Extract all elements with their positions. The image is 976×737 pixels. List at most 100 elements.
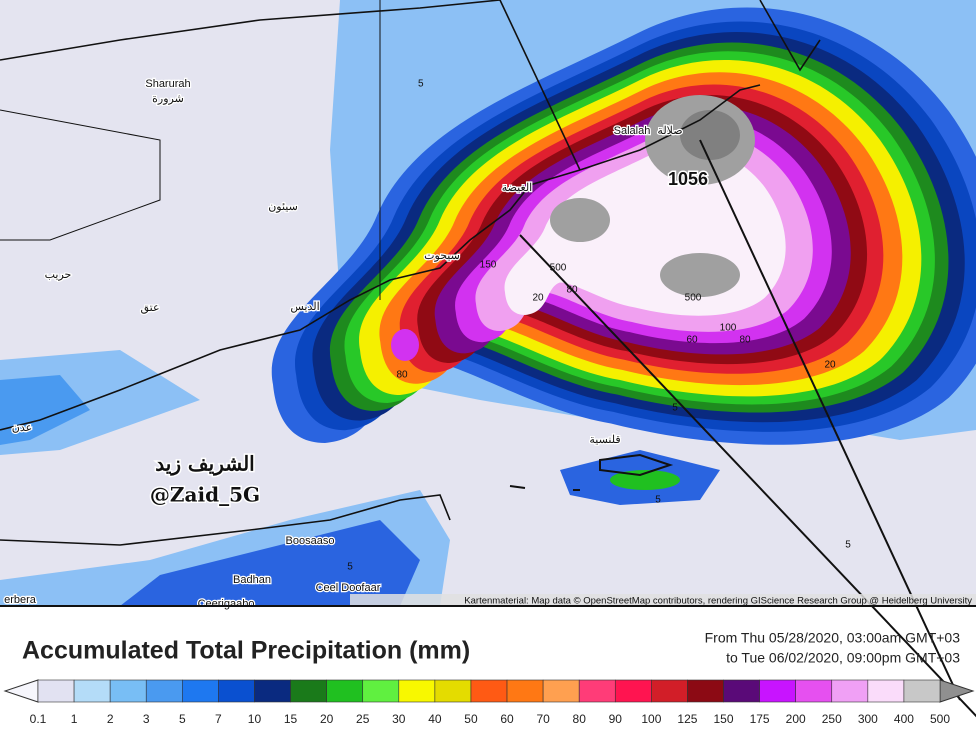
- legend-title: Accumulated Total Precipitation (mm): [22, 637, 470, 665]
- max-value: 1056: [668, 169, 708, 189]
- colorbar-label: 125: [677, 712, 697, 726]
- rain-medium: [0, 375, 90, 445]
- colorbar-box: [398, 679, 436, 703]
- colorbar-box: [687, 679, 724, 703]
- contour-label: 150: [480, 260, 497, 271]
- colorbar-label: 250: [822, 712, 842, 726]
- colorbar-label: 3: [143, 712, 150, 726]
- contour-label: 5: [418, 79, 424, 90]
- colorbar-box: [434, 679, 472, 703]
- colorbar-label: 500: [930, 712, 950, 726]
- colorbar-arrow: [3, 679, 39, 703]
- colorbar-box: [145, 679, 183, 703]
- place-label: Badhan: [233, 574, 271, 586]
- colorbar-box: [795, 679, 833, 703]
- colorbar-label: 150: [714, 712, 734, 726]
- contour-label: 500: [550, 263, 567, 274]
- colorbar-label: 70: [536, 712, 550, 726]
- colorbar-box: [723, 679, 760, 703]
- rain-medium: [120, 520, 420, 606]
- contour-label: 60: [686, 335, 698, 346]
- attribution: Kartenmaterial: Map data © OpenStreetMap…: [464, 596, 972, 607]
- colorbar-box: [37, 679, 75, 703]
- place-label: شرورة: [152, 93, 184, 105]
- place-label: الغيضة: [502, 182, 532, 194]
- place-label: عتق: [140, 302, 159, 314]
- coastline: [579, 84, 761, 171]
- colorbar-label: 30: [392, 712, 406, 726]
- place-label: صلالة: [657, 125, 682, 137]
- place-label: Boosaaso: [286, 535, 335, 547]
- colorbar-box: [614, 679, 652, 703]
- coastline: [0, 169, 581, 431]
- colorbar-box: [182, 679, 219, 703]
- contour-label: 500: [685, 293, 702, 304]
- colorbar-label: 7: [215, 712, 222, 726]
- colorbar-label: 15: [284, 712, 298, 726]
- watermark: الشريف زيد: [155, 452, 254, 477]
- colorbar-label: 80: [573, 712, 587, 726]
- border: [759, 0, 821, 72]
- borders: [0, 0, 976, 718]
- place-label: الديس: [290, 301, 319, 313]
- colorbar-box: [759, 679, 796, 703]
- place-label: Salalah: [614, 125, 651, 137]
- contour-label: 5: [845, 540, 851, 551]
- colorbar-label: 40: [428, 712, 442, 726]
- contour-labels: 5 1056 500 150 80 20 500 100 60 80 20 80…: [347, 79, 851, 573]
- island: [509, 453, 674, 491]
- rain-extreme: [680, 110, 740, 160]
- rain-extreme: [660, 253, 740, 297]
- colorbar-box: [542, 679, 580, 703]
- place-label: Ceerigaabo: [198, 598, 255, 610]
- colorbar-label: 25: [356, 712, 370, 726]
- rain-green: [610, 470, 680, 490]
- colorbar-label: 175: [750, 712, 770, 726]
- place-label: erbera: [4, 594, 37, 606]
- colorbar-label: 20: [320, 712, 334, 726]
- place-labels: Sharurah شرورة سيئون حريب عتق عدن الديس …: [3, 77, 684, 612]
- colorbar-box: [326, 679, 364, 703]
- rain-core-west: [391, 329, 419, 361]
- place-label: عدن: [12, 422, 32, 434]
- rain-core: [271, 7, 976, 445]
- colorbar-box: [831, 679, 869, 703]
- colorbar-label: 100: [641, 712, 661, 726]
- contour-label: 20: [824, 360, 836, 371]
- contour-label: 20: [532, 293, 544, 304]
- colorbar-box: [506, 679, 544, 703]
- colorbar-box: [109, 679, 147, 703]
- legend-period: to Tue 06/02/2020, 09:00pm GMT+03: [726, 650, 960, 666]
- place-label: حريب: [45, 269, 72, 281]
- contour-label: 5: [655, 495, 661, 506]
- colorbar-box: [254, 679, 291, 703]
- colorbar-box: [867, 679, 905, 703]
- contour-label: 80: [566, 285, 578, 296]
- colorbar-box: [73, 679, 111, 703]
- colorbar-label: 50: [464, 712, 478, 726]
- colorbar-box: [470, 679, 508, 703]
- border: [499, 0, 581, 171]
- place-label: سيحوت: [424, 250, 460, 262]
- contour-label: 80: [739, 335, 751, 346]
- place-label: Sharurah: [145, 78, 190, 90]
- coastline: [0, 494, 451, 546]
- place-label: قلنسية: [589, 434, 620, 446]
- border: [0, 0, 501, 61]
- contour-label: 100: [720, 323, 737, 334]
- colorbar-label: 2: [107, 712, 114, 726]
- colorbar-box: [362, 679, 400, 703]
- place-label: سيئون: [268, 201, 298, 213]
- border: [0, 0, 381, 300]
- colorbar-label: 10: [248, 712, 262, 726]
- colorbar-label: 60: [500, 712, 514, 726]
- contour-label: 80: [396, 370, 408, 381]
- colorbar-box: [218, 679, 255, 703]
- colorbar-label: 1: [71, 712, 78, 726]
- colorbar-label: 400: [894, 712, 914, 726]
- colorbar-arrow: [939, 679, 975, 703]
- contour-label: 5: [347, 562, 353, 573]
- legend-period: From Thu 05/28/2020, 03:00am GMT+03: [705, 630, 961, 646]
